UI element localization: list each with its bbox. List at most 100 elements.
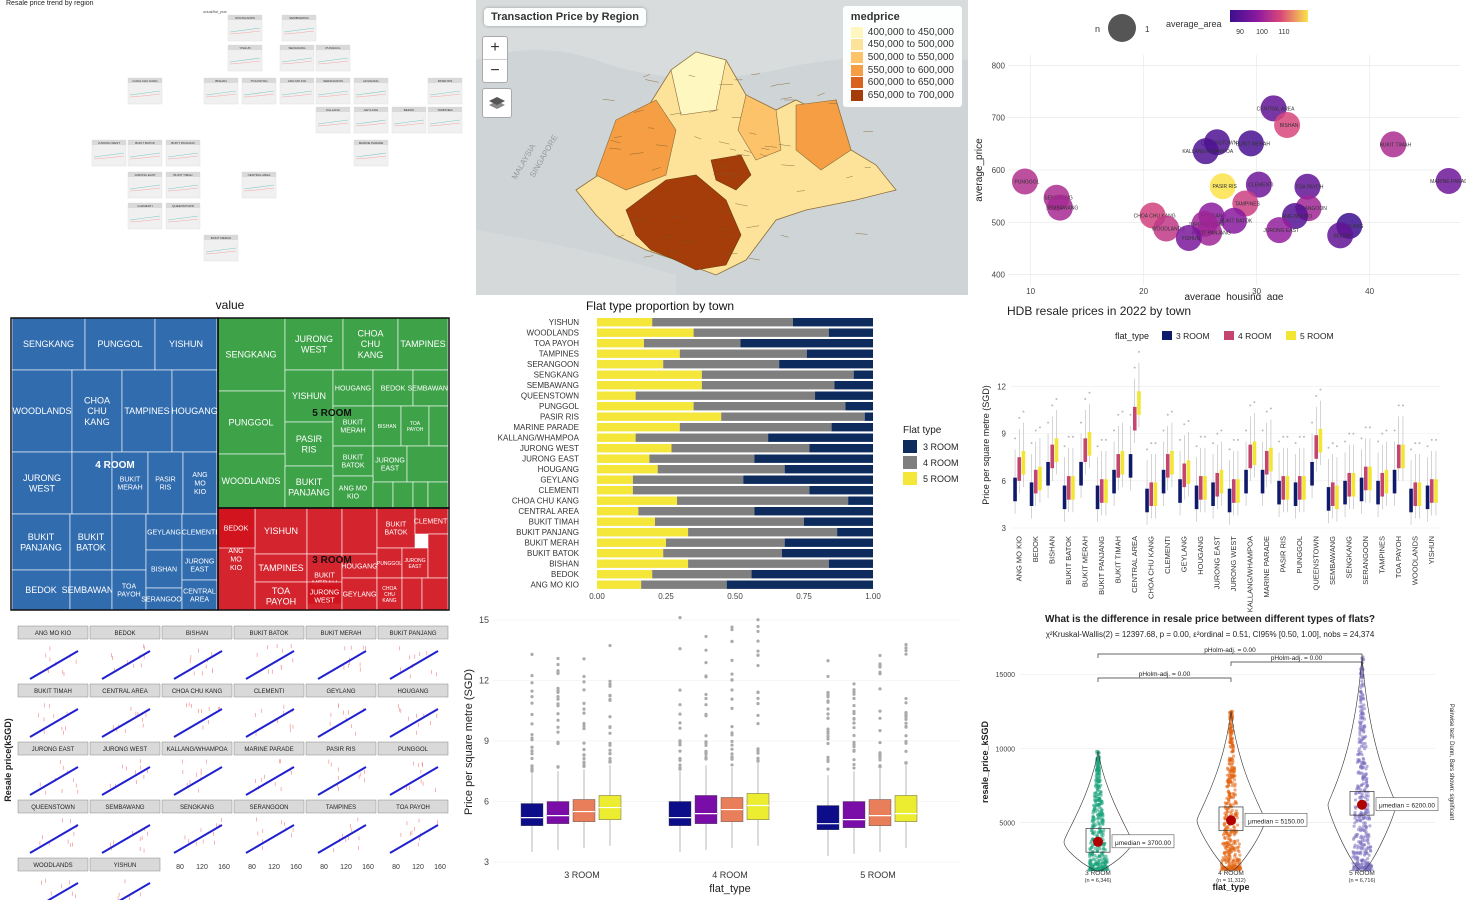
trend-facet-label: QUEENSTOWN (172, 204, 194, 208)
type-xtick: 4 ROOM (712, 870, 748, 880)
treemap-cell (372, 445, 408, 483)
type-outlier (852, 740, 856, 744)
violin-point (1094, 779, 1098, 784)
type-outlier (756, 639, 760, 643)
violin-point (1359, 698, 1363, 702)
violin-point (1231, 745, 1235, 749)
type-outlier (530, 732, 534, 737)
map-boundary (846, 175, 854, 179)
town-outlier (1034, 429, 1037, 432)
treemap-cell-label: TOA (410, 421, 421, 427)
regression-facet-label: HOUGANG (397, 689, 428, 695)
violin-point (1234, 801, 1239, 805)
proportion-bar-segment (663, 549, 782, 558)
violin-group-n: (n = 11,312) (1216, 878, 1246, 884)
regression-xtick: 160 (434, 864, 446, 871)
map-boundary (759, 153, 767, 157)
violin-point (1229, 769, 1233, 773)
violin-point (1233, 852, 1237, 857)
regression-facet-label: PUNGGOL (398, 747, 429, 753)
treemap-cell-label: CHOA (357, 328, 383, 338)
type-outlier (582, 657, 586, 661)
violin-point (1360, 862, 1364, 867)
type-outlier (704, 734, 708, 738)
type-outlier (704, 749, 708, 753)
town-box (1186, 460, 1191, 484)
proportion-bar-segment (671, 444, 810, 453)
regression-fit-line (317, 766, 367, 796)
town-xtick: BEDOK (1031, 536, 1040, 562)
proportion-bar-segment (726, 580, 873, 589)
type-outlier (530, 768, 534, 772)
treemap-cell-label: WOODLANDS (12, 406, 71, 416)
violin-point (1353, 805, 1357, 809)
violin-point (1365, 777, 1369, 781)
bubble-ytick: 400 (992, 271, 1006, 280)
type-ytick: 9 (484, 736, 489, 746)
type-xlabel: flat_type (709, 883, 751, 895)
proportion-bar-segment (635, 391, 816, 400)
treemap-cell (154, 317, 218, 371)
type-outlier (678, 721, 682, 725)
treemap-cell-label: CENTRAL (183, 588, 216, 595)
violin-point (1096, 861, 1100, 865)
type-box (546, 801, 570, 824)
type-outlier (826, 737, 830, 741)
proportion-bar-segment (754, 507, 873, 516)
town-ylabel: Price per square metre (SGD) (981, 385, 991, 505)
type-outlier (756, 624, 760, 629)
town-outlier (1401, 404, 1404, 407)
town-outlier (1203, 435, 1206, 438)
map-boundary (736, 154, 750, 156)
violin-point (1094, 783, 1098, 787)
treemap-cell-label: ANG (192, 472, 207, 479)
map-legend-label: 650,000 to 700,000 (867, 89, 954, 101)
map-legend-swatch (850, 51, 863, 63)
violin-pairwise-label: pHolm-adj. = 0.00 (1271, 655, 1323, 662)
treemap-group-label: 4 ROOM (95, 460, 134, 471)
trend-facet: SEMBAWANG (281, 14, 317, 42)
trend-facet-label: BEDOK (404, 108, 415, 112)
treemap-cell-label: MERAH (117, 485, 142, 492)
violin-point (1098, 816, 1102, 820)
regression-facet-label: BUKIT PANJANG (389, 631, 436, 637)
zoom-in-button[interactable]: + (483, 37, 507, 60)
bubble-point (1011, 168, 1038, 195)
violin-point (1095, 808, 1099, 812)
type-xtick: 5 ROOM (860, 870, 896, 880)
trend-facet-label: HOUGANG (363, 79, 379, 83)
town-outlier (1137, 350, 1140, 353)
violin-point (1353, 843, 1357, 847)
proportion-category-label: QUEENSTOWN (521, 392, 579, 401)
type-outlier (756, 756, 760, 760)
town-xtick: BUKIT MERAH (1080, 536, 1089, 587)
type-outlier (826, 674, 830, 679)
regression-fit-line (46, 882, 79, 900)
layers-button[interactable] (482, 88, 512, 118)
treemap-cell (216, 317, 286, 392)
trend-line-pink (281, 93, 313, 98)
regression-facet-strip (17, 625, 89, 640)
zoom-out-button[interactable]: − (490, 62, 500, 79)
trend-line-pink (317, 122, 349, 127)
proportion-legend-swatch (903, 472, 917, 485)
trend-facet-strip (128, 140, 162, 145)
regression-fit-line (389, 766, 439, 796)
type-outlier (530, 674, 534, 678)
violin-point (1359, 740, 1363, 745)
violin-point (1230, 716, 1235, 720)
proportion-bar-segment (848, 496, 873, 505)
violin-point (1364, 767, 1368, 771)
violin-point (1106, 867, 1110, 872)
regression-facet-strip (377, 683, 449, 698)
type-outlier (904, 646, 908, 650)
violin-point (1361, 712, 1366, 716)
violin-point (1100, 808, 1104, 812)
trend-facet-label: ANG MO KIO (288, 79, 307, 83)
treemap-cell (11, 369, 73, 453)
violin-point (1359, 760, 1363, 764)
trend-line-pink (317, 60, 349, 65)
town-box (1347, 472, 1352, 497)
town-legend-label: 3 ROOM (1176, 331, 1210, 341)
trend-facet-strip (428, 78, 462, 83)
